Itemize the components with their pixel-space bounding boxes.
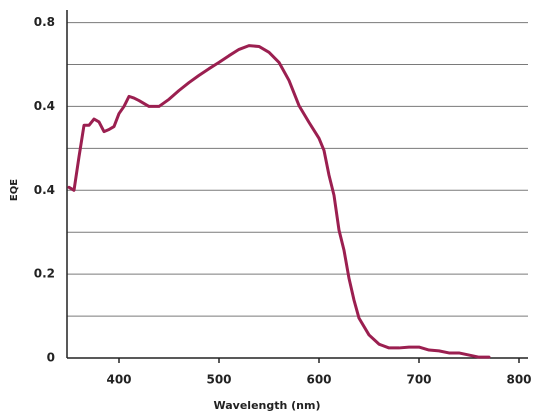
x-tick-label: 700 (406, 373, 431, 387)
y-tick-label: 0.4 (34, 99, 55, 113)
y-axis-label: EQE (9, 179, 20, 201)
y-tick-label: 0 (47, 351, 55, 365)
data-line (67, 44, 491, 359)
y-tick-label: 0.2 (34, 267, 55, 281)
x-axis-label: Wavelength (nm) (214, 399, 321, 412)
x-tick-label: 500 (206, 373, 231, 387)
y-tick-label: 0.4 (34, 183, 55, 197)
x-tick-label: 800 (506, 373, 531, 387)
y-tick-label: 0.8 (34, 15, 55, 29)
x-tick-label: 400 (106, 373, 131, 387)
x-tick-label: 600 (306, 373, 331, 387)
